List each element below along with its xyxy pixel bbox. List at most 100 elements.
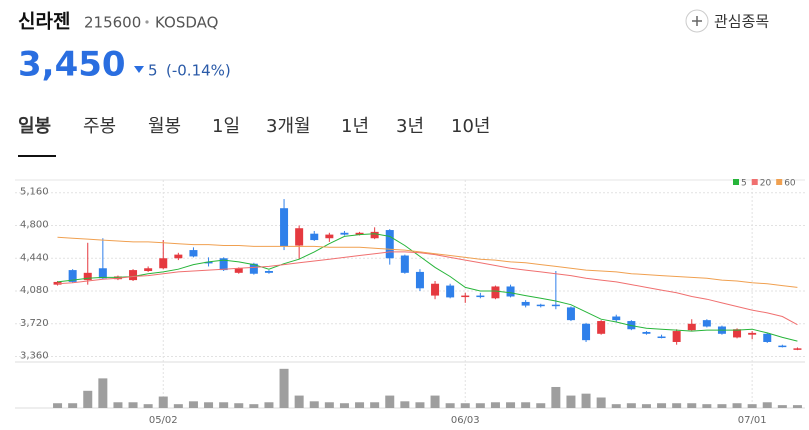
candle-body xyxy=(763,333,772,342)
volume-bar xyxy=(355,402,365,408)
candle-body xyxy=(144,268,153,271)
volume-bar xyxy=(732,403,742,408)
tab[interactable]: 10년 xyxy=(451,116,490,137)
candle-body xyxy=(793,348,802,350)
volume-bar xyxy=(460,403,470,408)
y-tick-label: 5,160 xyxy=(20,187,49,198)
volume-bar xyxy=(672,403,682,408)
candle-body xyxy=(597,321,606,334)
legend-swatch xyxy=(751,179,758,185)
tab[interactable]: 3개월 xyxy=(266,116,311,137)
volume-bar xyxy=(143,404,153,408)
tab[interactable]: 3년 xyxy=(396,116,424,137)
tab-underline xyxy=(18,155,56,157)
tab[interactable]: 일봉 xyxy=(18,116,51,137)
candle-body xyxy=(672,331,681,342)
candle-body xyxy=(129,270,138,281)
price: 3,450 xyxy=(18,45,126,85)
candle-body xyxy=(687,323,696,331)
candle-body xyxy=(370,231,379,239)
candle-body xyxy=(506,286,515,297)
volume-bar xyxy=(792,405,802,408)
candle-body xyxy=(733,329,742,338)
volume-bar xyxy=(762,402,772,408)
volume-bar xyxy=(158,396,168,408)
market: KOSDAQ xyxy=(155,14,218,32)
watch-button[interactable]: 관심종목 xyxy=(685,9,769,33)
candle-body xyxy=(68,270,77,282)
y-tick-label: 3,360 xyxy=(20,351,49,362)
candle-body xyxy=(385,230,394,259)
candle-body xyxy=(582,323,591,341)
volume-bar xyxy=(536,403,546,408)
volume-bar xyxy=(324,402,334,408)
volume-bar xyxy=(581,393,591,408)
candle-body xyxy=(431,283,440,296)
change-pct: (-0.14%) xyxy=(166,62,231,80)
down-arrow xyxy=(134,66,144,73)
candle-body xyxy=(159,258,168,269)
volume-bar xyxy=(188,401,198,408)
legend-label: 5 xyxy=(741,179,747,189)
stock-code: 215600 xyxy=(84,14,141,32)
candle-body xyxy=(234,268,243,273)
volume-bar xyxy=(264,402,274,408)
candle-body xyxy=(476,295,485,298)
volume-bar xyxy=(415,402,425,408)
plus xyxy=(692,16,702,26)
candle-body xyxy=(310,233,319,241)
volume-bar xyxy=(702,404,712,408)
volume-bar xyxy=(204,402,214,408)
volume-bar xyxy=(113,402,123,408)
volume-bar xyxy=(53,403,63,408)
volume-bar xyxy=(339,403,349,408)
volume-bar xyxy=(445,403,455,408)
candle-body xyxy=(98,268,107,279)
tab[interactable]: 월봉 xyxy=(148,116,181,137)
volume-bar xyxy=(717,404,727,408)
candle-body xyxy=(702,320,711,327)
volume-bar xyxy=(370,402,380,408)
y-tick-label: 4,440 xyxy=(20,252,49,263)
x-tick-label: 07/01 xyxy=(738,415,767,426)
volume-bar xyxy=(490,402,500,408)
candle-body xyxy=(340,232,349,235)
y-tick-label: 4,080 xyxy=(20,285,49,296)
candle-body xyxy=(642,331,651,334)
candle-body xyxy=(355,232,364,235)
tab[interactable]: 1년 xyxy=(341,116,369,137)
volume-bar xyxy=(551,386,561,408)
moving-average-line xyxy=(57,233,798,342)
legend-swatch xyxy=(776,179,783,185)
y-tick-label: 3,720 xyxy=(20,318,49,329)
candle-body xyxy=(491,286,500,299)
candle-body xyxy=(566,307,575,321)
tabs: 일봉 주봉 월봉 1일 3개월 1년 3년 10년 xyxy=(18,116,490,137)
separator-dot xyxy=(145,20,149,24)
volume-bar xyxy=(400,401,410,408)
volume-bar xyxy=(279,368,289,408)
volume-bar xyxy=(385,395,395,408)
legend-label: 20 xyxy=(760,179,772,189)
tab[interactable]: 주봉 xyxy=(83,116,116,137)
candle-body xyxy=(83,272,92,281)
volume-bar xyxy=(83,390,93,408)
watch-label: 관심종목 xyxy=(714,13,769,31)
chart: 5,160 4,800 4,440 4,080 3,720 3,360 05/02 06/03… xyxy=(15,179,805,426)
candle-body xyxy=(295,228,304,246)
volume-bar xyxy=(128,402,138,408)
volume-bar xyxy=(475,403,485,408)
candle-body xyxy=(204,261,213,264)
candle-body xyxy=(521,301,530,306)
candle-body xyxy=(551,304,560,307)
tab[interactable]: 1일 xyxy=(212,116,240,137)
volume-bar xyxy=(747,404,757,408)
volume-bar xyxy=(294,395,304,408)
candle-body xyxy=(748,332,757,335)
legend-label: 60 xyxy=(784,179,796,189)
candle-body xyxy=(325,234,334,239)
volume-bar xyxy=(657,403,667,408)
moving-average-line xyxy=(57,236,798,288)
volume-bar xyxy=(249,404,259,408)
